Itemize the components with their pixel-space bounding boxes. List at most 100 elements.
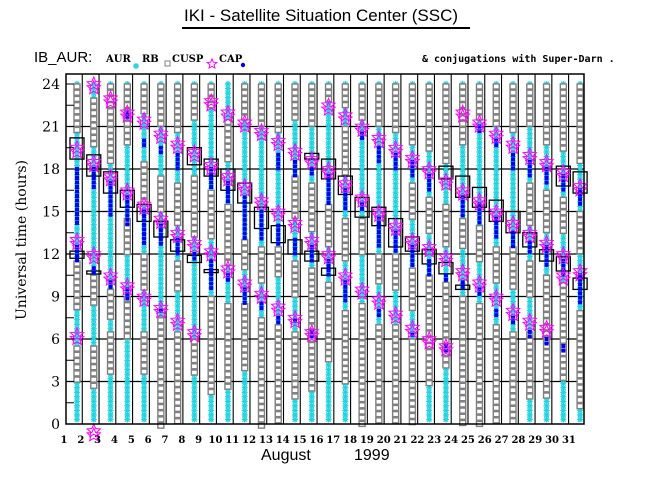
rb-marker [358, 309, 366, 316]
rb-marker [509, 368, 517, 375]
rb-marker [157, 89, 165, 96]
aur-marker [208, 416, 215, 423]
rb-marker [157, 379, 165, 386]
rb-marker [408, 286, 417, 293]
cap-marker [142, 214, 147, 218]
page-title: IKI - Satellite Situation Center (SSC) [184, 6, 459, 25]
rb-marker [140, 362, 148, 369]
rb-marker [509, 283, 517, 290]
rb-marker [358, 340, 366, 347]
rb-marker [341, 217, 350, 225]
cap-marker [259, 218, 264, 223]
rb-marker [224, 253, 232, 260]
rb-marker [442, 145, 450, 152]
rb-marker [308, 201, 316, 208]
rb-marker [509, 343, 517, 351]
cap-marker [293, 168, 298, 173]
rb-marker [341, 255, 350, 262]
rb-marker [90, 351, 98, 358]
rb-marker [442, 228, 450, 235]
cap-marker [108, 185, 113, 190]
rb-marker [157, 323, 165, 330]
rb-marker [375, 386, 383, 393]
rb-marker [526, 260, 534, 267]
rb-marker [90, 357, 98, 365]
cap-marker [276, 237, 281, 242]
rb-marker [157, 335, 165, 343]
rb-marker [459, 139, 467, 146]
cusp-marker [102, 171, 119, 187]
rb-marker [526, 272, 534, 280]
rb-marker [442, 294, 450, 301]
rb-marker [559, 132, 568, 140]
cap-marker [91, 266, 96, 271]
aur-marker [560, 416, 567, 423]
cusp-marker [85, 422, 102, 438]
aur-marker [107, 416, 114, 423]
cap-marker [259, 209, 264, 214]
legend-symbols [133, 57, 246, 70]
cap-marker [561, 348, 566, 353]
cap-marker [494, 313, 499, 318]
x-tick-label: 6 [145, 435, 152, 446]
rb-marker [509, 418, 517, 425]
rb-marker [576, 396, 584, 404]
rb-marker [291, 272, 299, 280]
x-tick-label: 28 [511, 435, 525, 446]
rb-marker [291, 380, 299, 388]
rb-marker [526, 101, 534, 109]
cap-marker [343, 192, 348, 197]
rb-marker [526, 266, 534, 273]
rb-marker [375, 348, 383, 356]
rb-marker [140, 173, 148, 181]
cap-marker [108, 190, 113, 195]
rb-marker [73, 363, 81, 371]
rb-marker [140, 259, 148, 266]
rb-marker [90, 128, 98, 135]
cap-marker [460, 199, 465, 204]
cap-marker [578, 197, 583, 202]
rb-marker [391, 114, 400, 121]
rb-marker [274, 120, 282, 127]
rb-marker [173, 266, 182, 273]
rb-marker [157, 403, 165, 411]
cap-marker [376, 239, 381, 244]
rb-marker [391, 392, 400, 399]
rb-marker [257, 372, 266, 380]
rb-marker [509, 399, 517, 406]
rb-marker [308, 360, 316, 367]
rb-marker [257, 403, 266, 411]
rb-marker [391, 253, 400, 260]
x-tick-label: 9 [195, 435, 202, 446]
cap-marker [242, 226, 247, 231]
rb-marker [291, 89, 299, 96]
rb-marker [123, 120, 132, 127]
rb-marker [408, 108, 417, 115]
rb-marker [90, 97, 98, 104]
rb-marker [140, 253, 148, 260]
rb-marker [173, 278, 182, 286]
rb-marker [324, 343, 333, 351]
rb-marker [475, 321, 484, 328]
rb-marker [90, 293, 98, 300]
cap-marker [125, 208, 130, 213]
x-axis-year: 1999 [354, 447, 390, 464]
cap-marker [293, 251, 298, 256]
rb-marker [207, 351, 215, 358]
rb-marker [123, 236, 132, 243]
rb-marker [526, 120, 534, 127]
cap-marker [343, 289, 348, 294]
rb-marker [542, 101, 551, 109]
rb-marker [73, 285, 81, 292]
cap-marker [125, 204, 130, 209]
rb-marker [459, 230, 467, 237]
rb-marker [173, 349, 182, 357]
rb-marker [106, 294, 115, 302]
rb-marker [391, 259, 400, 266]
cap-marker [511, 166, 516, 171]
rb-marker [358, 248, 366, 256]
cap-marker [242, 199, 247, 204]
rb-marker [576, 322, 584, 329]
rb-marker [559, 202, 568, 210]
rb-marker [442, 312, 450, 320]
